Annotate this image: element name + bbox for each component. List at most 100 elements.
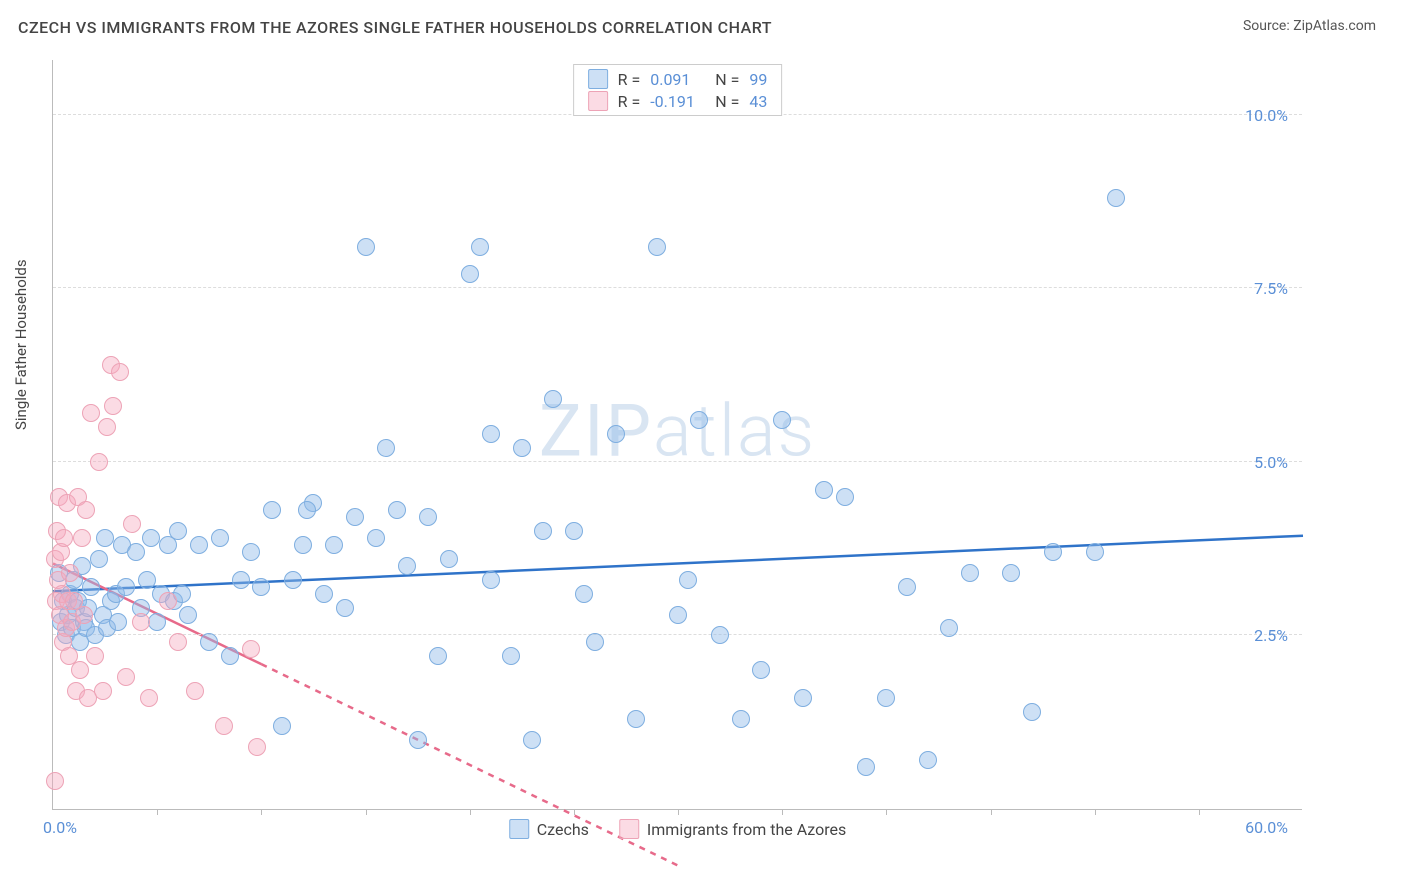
scatter-point xyxy=(1107,189,1125,207)
stat-n-value: 99 xyxy=(749,70,767,89)
x-tick xyxy=(470,809,471,815)
x-tick xyxy=(886,809,887,815)
gridline-h xyxy=(53,461,1302,462)
scatter-point xyxy=(284,571,302,589)
scatter-point xyxy=(242,543,260,561)
scatter-point xyxy=(1044,543,1062,561)
scatter-point xyxy=(919,751,937,769)
scatter-point xyxy=(732,710,750,728)
x-tick xyxy=(678,809,679,815)
scatter-point xyxy=(127,543,145,561)
x-axis-min-label: 0.0% xyxy=(43,818,77,837)
scatter-point xyxy=(544,390,562,408)
scatter-point xyxy=(90,550,108,568)
scatter-point xyxy=(773,411,791,429)
scatter-point xyxy=(534,522,552,540)
scatter-point xyxy=(61,564,79,582)
stat-r-value: 0.091 xyxy=(650,70,705,89)
scatter-point xyxy=(55,529,73,547)
scatter-point xyxy=(96,529,114,547)
gridline-h xyxy=(53,287,1302,288)
legend-swatch xyxy=(588,69,608,89)
y-tick-label: 2.5% xyxy=(1254,626,1288,645)
scatter-point xyxy=(367,529,385,547)
scatter-point xyxy=(440,550,458,568)
scatter-point xyxy=(940,619,958,637)
correlation-legend: R = 0.091 N = 99 R = -0.191 N = 43 xyxy=(573,64,783,116)
scatter-point xyxy=(388,501,406,519)
scatter-point xyxy=(857,758,875,776)
scatter-point xyxy=(1002,564,1020,582)
x-tick xyxy=(1095,809,1096,815)
legend-swatch xyxy=(619,819,639,839)
legend-swatch xyxy=(588,91,608,111)
scatter-point xyxy=(669,606,687,624)
scatter-point xyxy=(179,606,197,624)
scatter-point xyxy=(586,633,604,651)
scatter-point xyxy=(132,613,150,631)
scatter-point xyxy=(482,425,500,443)
scatter-point xyxy=(186,682,204,700)
scatter-point xyxy=(513,439,531,457)
scatter-point xyxy=(75,606,93,624)
scatter-point xyxy=(794,689,812,707)
scatter-point xyxy=(679,571,697,589)
scatter-point xyxy=(190,536,208,554)
legend-label: Immigrants from the Azores xyxy=(647,820,846,839)
scatter-point xyxy=(752,661,770,679)
scatter-point xyxy=(73,529,91,547)
scatter-point xyxy=(815,481,833,499)
stat-n-label: N = xyxy=(715,70,739,89)
scatter-point xyxy=(482,571,500,589)
legend-item: Immigrants from the Azores xyxy=(619,819,846,839)
scatter-point xyxy=(1086,543,1104,561)
scatter-point xyxy=(142,529,160,547)
scatter-point xyxy=(138,571,156,589)
scatter-point xyxy=(248,738,266,756)
scatter-point xyxy=(409,731,427,749)
stat-r-value: -0.191 xyxy=(650,92,705,111)
scatter-point xyxy=(90,453,108,471)
scatter-point xyxy=(315,585,333,603)
scatter-point xyxy=(627,710,645,728)
regression-lines xyxy=(53,60,1303,810)
scatter-point xyxy=(200,633,218,651)
x-tick xyxy=(261,809,262,815)
x-tick xyxy=(991,809,992,815)
scatter-point xyxy=(86,647,104,665)
x-tick xyxy=(157,809,158,815)
scatter-point xyxy=(211,529,229,547)
stat-r-label: R = xyxy=(618,92,641,111)
scatter-point xyxy=(117,668,135,686)
scatter-point xyxy=(607,425,625,443)
source-label: Source: ZipAtlas.com xyxy=(1243,18,1376,34)
scatter-point xyxy=(242,640,260,658)
scatter-point xyxy=(461,265,479,283)
x-tick xyxy=(782,809,783,815)
scatter-point xyxy=(123,515,141,533)
legend-swatch xyxy=(509,819,529,839)
scatter-point xyxy=(263,501,281,519)
scatter-point xyxy=(82,404,100,422)
scatter-point xyxy=(148,613,166,631)
scatter-point xyxy=(523,731,541,749)
stat-n-label: N = xyxy=(715,92,739,111)
scatter-point xyxy=(232,571,250,589)
legend-label: Czechs xyxy=(537,820,589,839)
scatter-point xyxy=(877,689,895,707)
scatter-point xyxy=(398,557,416,575)
scatter-point xyxy=(169,633,187,651)
stat-n-value: 43 xyxy=(749,92,767,111)
legend-row: R = -0.191 N = 43 xyxy=(588,91,768,111)
scatter-point xyxy=(961,564,979,582)
scatter-point xyxy=(502,647,520,665)
scatter-point xyxy=(357,238,375,256)
scatter-point xyxy=(140,689,158,707)
scatter-point xyxy=(117,578,135,596)
scatter-point xyxy=(169,522,187,540)
scatter-point xyxy=(377,439,395,457)
scatter-point xyxy=(346,508,364,526)
scatter-point xyxy=(419,508,437,526)
scatter-point xyxy=(46,772,64,790)
scatter-point xyxy=(94,682,112,700)
